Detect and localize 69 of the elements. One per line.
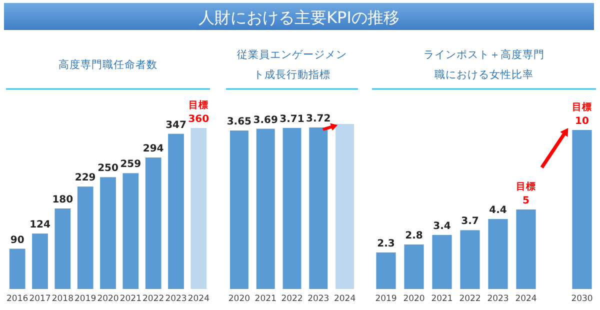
x-tick-label: 2030 [571, 294, 593, 304]
data-label: 259 [120, 159, 142, 170]
data-label: 180 [52, 194, 74, 206]
x-tick-label: 2024 [188, 294, 210, 304]
data-label: 3.69 [253, 114, 278, 126]
data-label: 124 [30, 220, 50, 231]
bar [404, 244, 424, 289]
x-tick-label: 2023 [308, 294, 330, 304]
x-tick-label: 2022 [281, 294, 303, 304]
chart-subtitle: ラインポスト＋高度専門職における女性比率 [424, 48, 544, 81]
bar [572, 130, 592, 289]
x-tick-label: 2023 [487, 294, 509, 304]
bar [168, 134, 184, 289]
bar [122, 173, 139, 289]
x-tick-label: 2022 [142, 294, 164, 304]
annotation: 目標 [188, 99, 209, 111]
x-tick-label: 2021 [120, 294, 142, 304]
x-tick-label: 2022 [459, 294, 481, 304]
annotation: 目標 [516, 180, 536, 192]
bar [77, 186, 94, 289]
bar [336, 124, 354, 289]
x-tick-label: 2023 [165, 294, 187, 304]
data-label: 250 [98, 163, 118, 174]
bar [32, 234, 48, 289]
data-label: 347 [166, 120, 186, 131]
x-tick-label: 2016 [6, 294, 28, 304]
bar [230, 130, 248, 289]
x-tick-label: 2020 [403, 294, 425, 304]
data-label: 2.8 [405, 230, 423, 242]
data-label: 3.4 [433, 220, 451, 232]
x-tick-label: 2021 [431, 294, 453, 304]
x-tick-label: 2019 [375, 294, 397, 304]
bar [488, 219, 508, 289]
bar [432, 234, 452, 289]
data-label: 4.4 [489, 205, 507, 216]
x-tick-label: 2017 [29, 294, 51, 304]
data-label: 3.71 [280, 114, 304, 125]
x-tick-label: 2024 [515, 294, 537, 304]
bar [54, 208, 71, 289]
bar [309, 127, 328, 289]
data-label: 294 [142, 144, 164, 155]
bar [460, 230, 480, 289]
bar [190, 128, 207, 289]
bar [256, 128, 275, 289]
data-label: 229 [74, 172, 96, 184]
bar [145, 158, 162, 289]
bar [376, 252, 396, 289]
x-tick-label: 2020 [228, 294, 250, 304]
bar [100, 177, 116, 289]
data-label: 5 [522, 196, 530, 206]
x-tick-label: 2024 [334, 294, 356, 304]
data-label: 90 [10, 234, 24, 246]
chart-subtitle: 従業員エンゲージメント成長行動指標 [237, 49, 347, 81]
x-tick-label: 2019 [74, 294, 96, 304]
bar [516, 210, 536, 289]
data-label: 3.72 [306, 113, 331, 124]
chart-title: 人財における主要KPIの推移 [198, 8, 400, 27]
data-label: 3.7 [461, 216, 479, 228]
x-tick-label: 2021 [254, 294, 276, 304]
bar [282, 128, 302, 289]
x-tick-label: 2020 [97, 294, 119, 304]
data-label: 3.65 [226, 116, 252, 128]
x-tick-label: 2018 [52, 294, 74, 304]
data-label: 360 [188, 114, 210, 125]
chart-subtitle: 高度専門職任命者数 [58, 58, 158, 71]
data-label: 10 [575, 116, 589, 127]
data-label: 2.3 [377, 238, 395, 250]
annotation: 目標 [572, 101, 592, 113]
bar [9, 248, 26, 289]
